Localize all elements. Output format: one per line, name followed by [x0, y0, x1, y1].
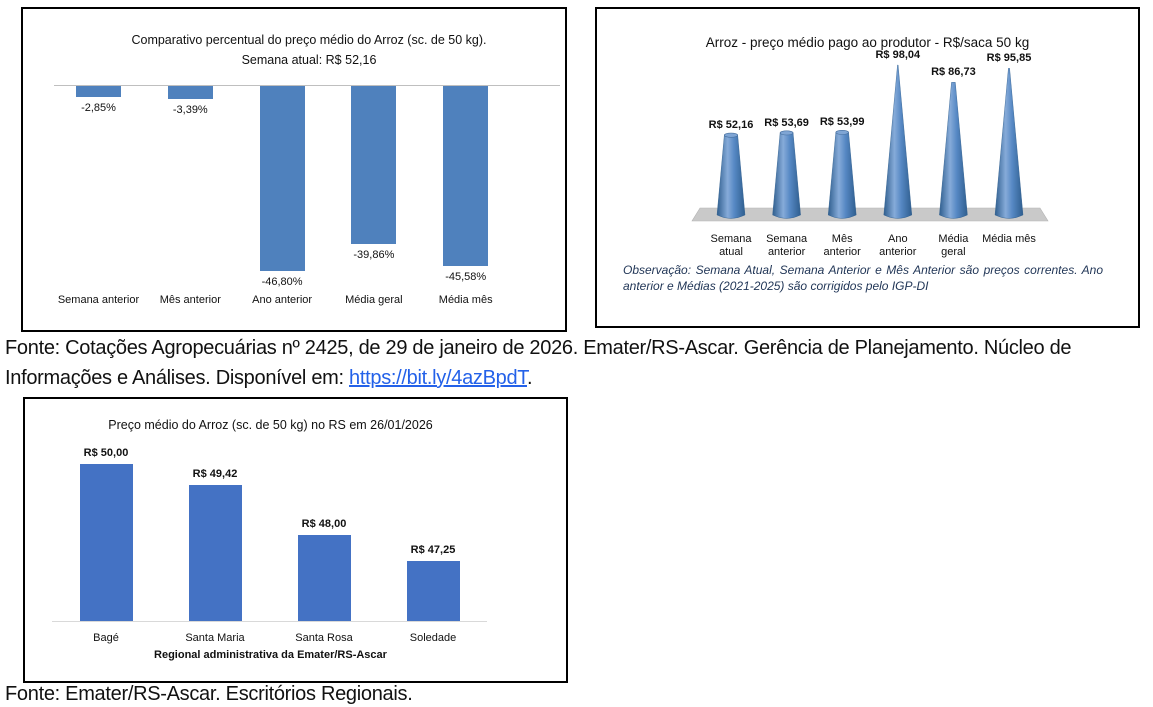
bar	[351, 86, 397, 244]
source-note-cotacoes: Fonte: Cotações Agropecuárias nº 2425, d…	[5, 333, 1072, 393]
bar-value-label: R$ 50,00	[83, 447, 129, 459]
cone-category-label: Semana anterior	[766, 233, 808, 258]
cone-value-label: R$ 52,16	[708, 119, 754, 131]
cone	[994, 68, 1024, 219]
bar-value-label: -45,58%	[445, 271, 487, 283]
cone-value-label: R$ 53,99	[819, 116, 865, 128]
percent-chart-title: Comparativo percentual do preço médio do…	[23, 30, 565, 70]
cone	[716, 135, 746, 219]
cone-value-label: R$ 95,85	[986, 52, 1032, 64]
cone-value-label: R$ 86,73	[931, 66, 976, 78]
regional-chart-plot-area: Preço médio do Arroz (sc. de 50 kg) no R…	[25, 399, 566, 681]
cone	[883, 64, 913, 219]
cone-category-label: Semana atual	[710, 233, 752, 258]
source-note-line2-suffix: .	[526, 367, 533, 389]
bar	[79, 464, 133, 621]
cone-category-label: Mês anterior	[823, 233, 861, 258]
cone-chart-title: Arroz - preço médio pago ao produtor - R…	[705, 35, 1030, 50]
cone-value-label: R$ 53,69	[764, 117, 809, 129]
bar	[406, 561, 460, 621]
bar	[297, 535, 351, 621]
bar-category-label: Média mês	[438, 294, 493, 306]
bar	[188, 485, 242, 621]
regional-chart-x-axis	[52, 621, 487, 622]
bar	[443, 86, 489, 266]
bar	[259, 86, 305, 271]
bar-category-label: Soledade	[409, 632, 457, 644]
source-note-line2: Informações e Análises. Disponível em: h…	[5, 363, 1071, 393]
source-note-regionais: Fonte: Emater/RS-Ascar. Escritórios Regi…	[5, 683, 413, 705]
bar	[167, 86, 213, 99]
bar-category-label: Média geral	[345, 294, 403, 306]
cone-chart-canvas	[691, 64, 1049, 222]
cone-category-label: Média geral	[938, 233, 969, 258]
chart-regional-price: Preço médio do Arroz (sc. de 50 kg) no R…	[23, 397, 568, 683]
cone	[827, 132, 857, 219]
cone-top-ellipse	[724, 132, 739, 138]
percent-chart-title-line1: Comparativo percentual do preço médio do…	[131, 33, 487, 47]
source-link[interactable]: https://bit.ly/4azBpdT	[349, 367, 527, 389]
chart-producer-price: Arroz - preço médio pago ao produtor - R…	[595, 7, 1140, 328]
chart-percent-comparison: Comparativo percentual do preço médio do…	[21, 7, 567, 332]
percent-chart-zero-axis	[54, 85, 560, 86]
percent-chart-plot-area: Comparativo percentual do preço médio do…	[23, 9, 565, 330]
regional-chart-x-axis-label: Regional administrativa da Emater/RS-Asc…	[154, 649, 387, 661]
cone-chart-floor	[691, 207, 1049, 222]
bar	[76, 86, 121, 97]
percent-chart-title-line2: Semana atual: R$ 52,16	[241, 53, 377, 67]
cone-chart-observation-note: Observação: Semana Atual, Semana Anterio…	[623, 263, 1103, 293]
bar-category-label: Santa Maria	[185, 632, 245, 644]
cone-top-ellipse	[835, 130, 849, 135]
cone	[772, 132, 801, 219]
bar-value-label: R$ 48,00	[301, 518, 347, 530]
bar-category-label: Ano anterior	[252, 294, 313, 306]
bar-value-label: -39,86%	[353, 249, 395, 261]
cone	[939, 82, 968, 219]
cone-value-label: R$ 98,04	[875, 49, 921, 61]
bar-value-label: -3,39%	[172, 104, 208, 116]
bar-value-label: R$ 47,25	[410, 544, 456, 556]
regional-chart-title: Preço médio do Arroz (sc. de 50 kg) no R…	[108, 418, 433, 432]
cone-top-ellipse	[779, 130, 794, 136]
bar-value-label: -46,80%	[261, 276, 303, 288]
bar-category-label: Santa Rosa	[295, 632, 353, 644]
bar-category-label: Semana anterior	[57, 294, 140, 306]
source-note-line1: Fonte: Cotações Agropecuárias nº 2425, d…	[5, 337, 1072, 359]
cone-category-label: Média mês	[982, 233, 1036, 245]
bar-category-label: Mês anterior	[159, 294, 221, 306]
source-note-line2-prefix: Informações e Análises. Disponível em:	[5, 367, 350, 389]
bar-value-label: R$ 49,42	[192, 468, 238, 480]
cone-category-label: Ano anterior	[879, 233, 917, 258]
bar-category-label: Bagé	[93, 632, 119, 644]
cone-chart-plot-area: Arroz - preço médio pago ao produtor - R…	[597, 9, 1138, 326]
bar-value-label: -2,85%	[81, 102, 116, 114]
